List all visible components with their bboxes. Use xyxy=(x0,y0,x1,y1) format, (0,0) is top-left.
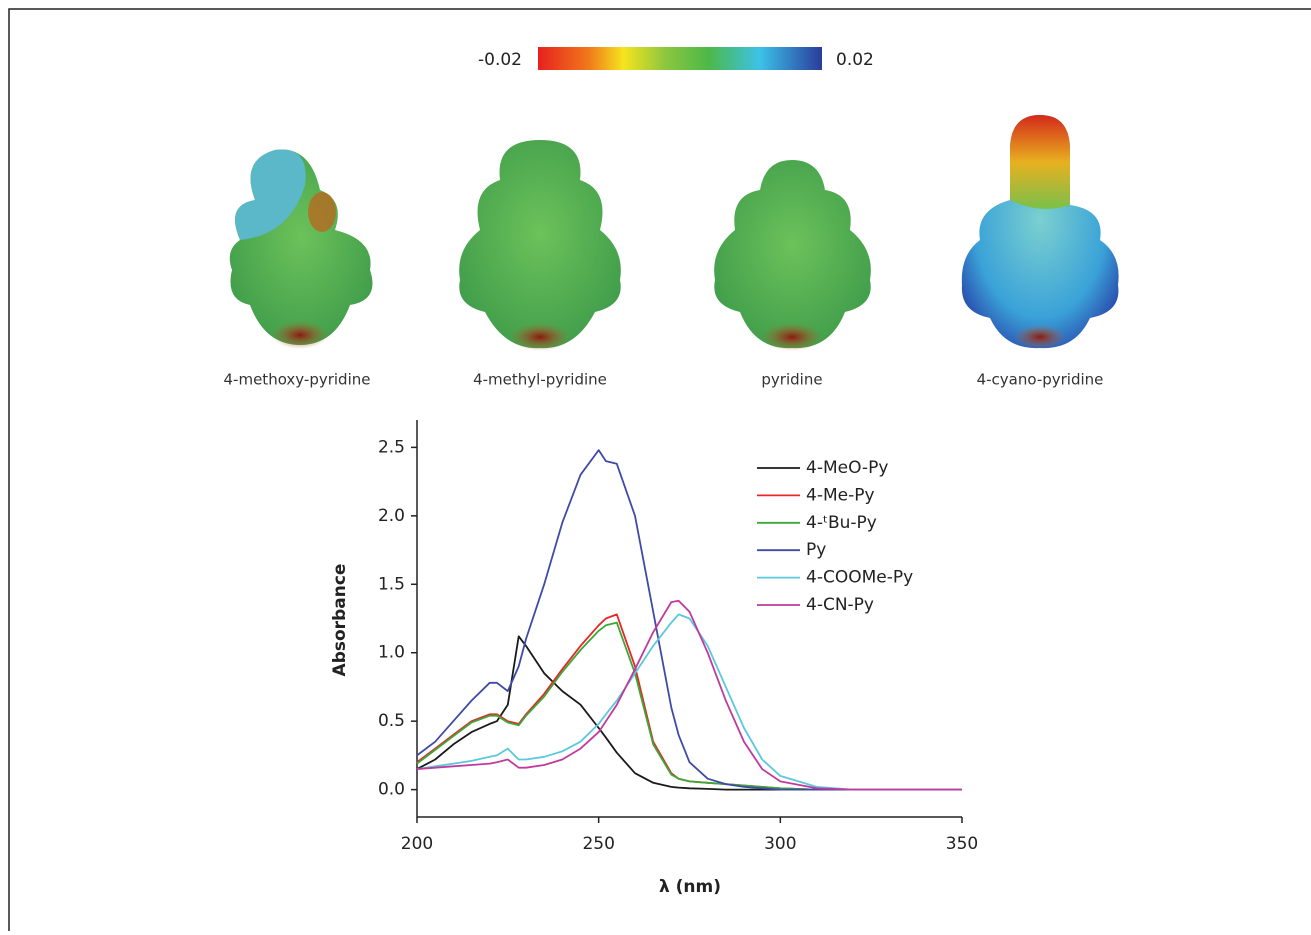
x-tick-label: 350 xyxy=(946,834,978,854)
figure: -0.02 0.02 Absorbance λ (nm) 4-methoxy-p… xyxy=(0,0,1311,931)
x-tick-label: 250 xyxy=(582,834,614,854)
x-tick-label: 300 xyxy=(764,834,796,854)
molecule-methyl xyxy=(459,140,621,351)
x-tick-label: 200 xyxy=(401,834,433,854)
molecule-methoxy xyxy=(230,149,373,349)
x-axis-label: λ (nm) xyxy=(659,877,721,897)
series-line xyxy=(417,636,962,789)
y-tick-label: 2.0 xyxy=(378,506,405,526)
molecule-label: 4-cyano-pyridine xyxy=(977,371,1104,389)
colorbar-min: -0.02 xyxy=(478,50,522,70)
colorbar xyxy=(538,47,822,70)
colorbar-max: 0.02 xyxy=(836,50,874,70)
y-tick-label: 1.5 xyxy=(378,574,405,594)
y-tick-label: 0.5 xyxy=(378,711,405,731)
legend-label: Py xyxy=(806,540,826,560)
y-tick-label: 1.0 xyxy=(378,643,405,663)
molecule-label: 4-methyl-pyridine xyxy=(473,371,607,389)
molecule-pyridine xyxy=(714,160,871,351)
y-axis-label: Absorbance xyxy=(330,564,350,677)
legend-label: 4-CN-Py xyxy=(806,595,874,615)
legend-label: 4-ᵗBu-Py xyxy=(806,513,877,533)
legend-label: 4-MeO-Py xyxy=(806,458,888,478)
series-line xyxy=(417,623,962,790)
y-tick-label: 2.5 xyxy=(378,437,405,457)
y-tick-label: 0.0 xyxy=(378,780,405,800)
molecule-label: 4-methoxy-pyridine xyxy=(224,371,371,389)
molecule-cyano xyxy=(962,115,1119,349)
molecule-label: pyridine xyxy=(761,371,822,389)
legend-label: 4-COOMe-Py xyxy=(806,568,913,588)
legend-label: 4-Me-Py xyxy=(806,485,875,505)
frame xyxy=(9,9,1311,931)
